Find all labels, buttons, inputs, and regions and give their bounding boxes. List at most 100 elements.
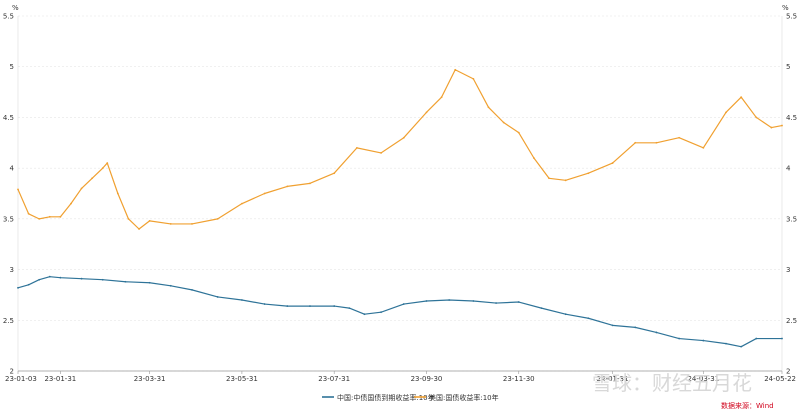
data-point-us — [587, 172, 590, 175]
right-y-tick-label: 2.5 — [786, 317, 797, 325]
x-axis: 23-01-03 23-01-31 23-03-31 23-05-31 23-07-31… — [5, 370, 796, 383]
data-point-us — [440, 96, 443, 99]
data-point-us — [216, 217, 219, 220]
data-point-us — [725, 111, 727, 114]
data-point-cn — [540, 307, 543, 310]
right-y-tick-label: 5 — [786, 63, 790, 71]
data-point-us — [138, 228, 140, 230]
y-tick-label: 4.5 — [3, 114, 14, 122]
data-point-cn — [517, 301, 520, 303]
x-tick-label: 23-01-31 — [44, 375, 76, 383]
data-point-us — [309, 182, 311, 185]
x-tick-label: 23-09-30 — [411, 375, 443, 383]
y-tick-label: 3 — [10, 266, 14, 274]
data-point-us — [80, 187, 83, 190]
data-point-us — [487, 106, 490, 109]
data-point-us — [532, 157, 535, 159]
legend-label-us: 美国:国债收益率:10年 — [429, 393, 499, 402]
source-note: 数据来源：Wind — [721, 401, 774, 410]
data-point-us — [611, 162, 614, 164]
data-point-us — [241, 202, 243, 205]
data-point-cn — [309, 305, 311, 307]
data-point-us — [169, 223, 172, 225]
series-line-cn-10y — [17, 276, 782, 348]
x-tick-label: 24-03-31 — [687, 375, 719, 383]
data-point-cn — [472, 300, 475, 302]
data-point-us — [781, 124, 783, 127]
y-tick-label: 2 — [10, 368, 14, 376]
data-point-cn — [80, 277, 83, 280]
x-tick-label: 23-01-03 — [5, 375, 37, 383]
data-point-cn — [702, 339, 705, 342]
data-point-us — [740, 96, 743, 99]
data-point-cn — [402, 303, 405, 305]
right-y-tick-label: 2 — [786, 368, 790, 376]
data-point-us — [127, 217, 130, 220]
legend-label-cn: 中国:中债国债到期收益率:10年 — [337, 393, 435, 402]
data-point-cn — [59, 276, 62, 279]
right-y-tick-label: 4.5 — [786, 114, 797, 122]
data-point-cn — [495, 302, 497, 304]
x-tick-label: 23-03-31 — [134, 375, 166, 383]
y-tick-label: 2.5 — [3, 317, 14, 325]
data-point-us — [655, 141, 658, 144]
data-point-us — [770, 126, 773, 129]
data-point-cn — [655, 331, 658, 334]
data-point-cn — [169, 284, 172, 287]
x-tick-label: 24-05-22 — [764, 375, 796, 383]
data-point-us — [263, 192, 266, 195]
legend: 中国:中债国债到期收益率:10年 美国:国债收益率:10年 — [322, 393, 499, 402]
series-line-us-10y — [17, 69, 783, 230]
data-point-cn — [148, 281, 151, 284]
data-point-us — [355, 146, 358, 149]
data-point-us — [472, 77, 475, 80]
data-point-cn — [678, 337, 681, 340]
data-point-cn — [286, 305, 289, 307]
data-point-cn — [380, 311, 382, 314]
data-point-us — [48, 215, 51, 218]
data-point-us — [702, 146, 705, 149]
left-y-unit: % — [12, 4, 19, 12]
data-point-us — [634, 141, 637, 144]
data-point-cn — [755, 337, 758, 340]
data-point-us — [59, 215, 62, 218]
x-tick-label: 24-01-31 — [597, 375, 629, 383]
data-point-us — [380, 152, 382, 154]
data-point-us — [17, 188, 19, 191]
x-tick-label: 23-11-30 — [503, 375, 535, 383]
data-point-cn — [48, 275, 51, 278]
data-point-cn — [725, 342, 727, 345]
x-tick-label: 23-05-31 — [226, 375, 258, 383]
watermark: 雪球：财经五月花 — [592, 371, 752, 395]
y-tick-label: 3.5 — [3, 215, 14, 223]
data-point-us — [517, 131, 520, 134]
data-point-cn — [241, 299, 243, 301]
data-point-us — [27, 212, 30, 215]
right-y-tick-label: 4 — [786, 165, 791, 173]
data-point-cn — [634, 326, 637, 329]
data-point-us — [91, 177, 94, 180]
data-point-cn — [781, 337, 783, 340]
data-point-cn — [124, 280, 127, 283]
data-point-cn — [448, 299, 451, 301]
right-y-axis: 2 2.5 3 3.5 4 4.5 5 5.5 — [781, 13, 797, 376]
data-point-us — [548, 177, 550, 180]
right-y-unit: % — [782, 4, 789, 12]
data-point-us — [70, 202, 72, 205]
data-point-cn — [587, 317, 590, 320]
data-point-us — [116, 192, 119, 195]
data-point-us — [678, 136, 681, 139]
data-point-cn — [191, 288, 193, 291]
data-point-cn — [611, 324, 614, 327]
data-point-cn — [101, 278, 104, 281]
data-point-cn — [740, 345, 743, 348]
data-point-us — [101, 167, 104, 170]
data-point-cn — [348, 307, 351, 310]
data-point-cn — [17, 286, 19, 289]
data-point-us — [106, 162, 109, 164]
data-point-cn — [27, 283, 30, 286]
y-tick-label: 5.5 — [3, 13, 14, 21]
x-tick-label: 23-07-31 — [318, 375, 350, 383]
data-point-us — [38, 217, 41, 220]
